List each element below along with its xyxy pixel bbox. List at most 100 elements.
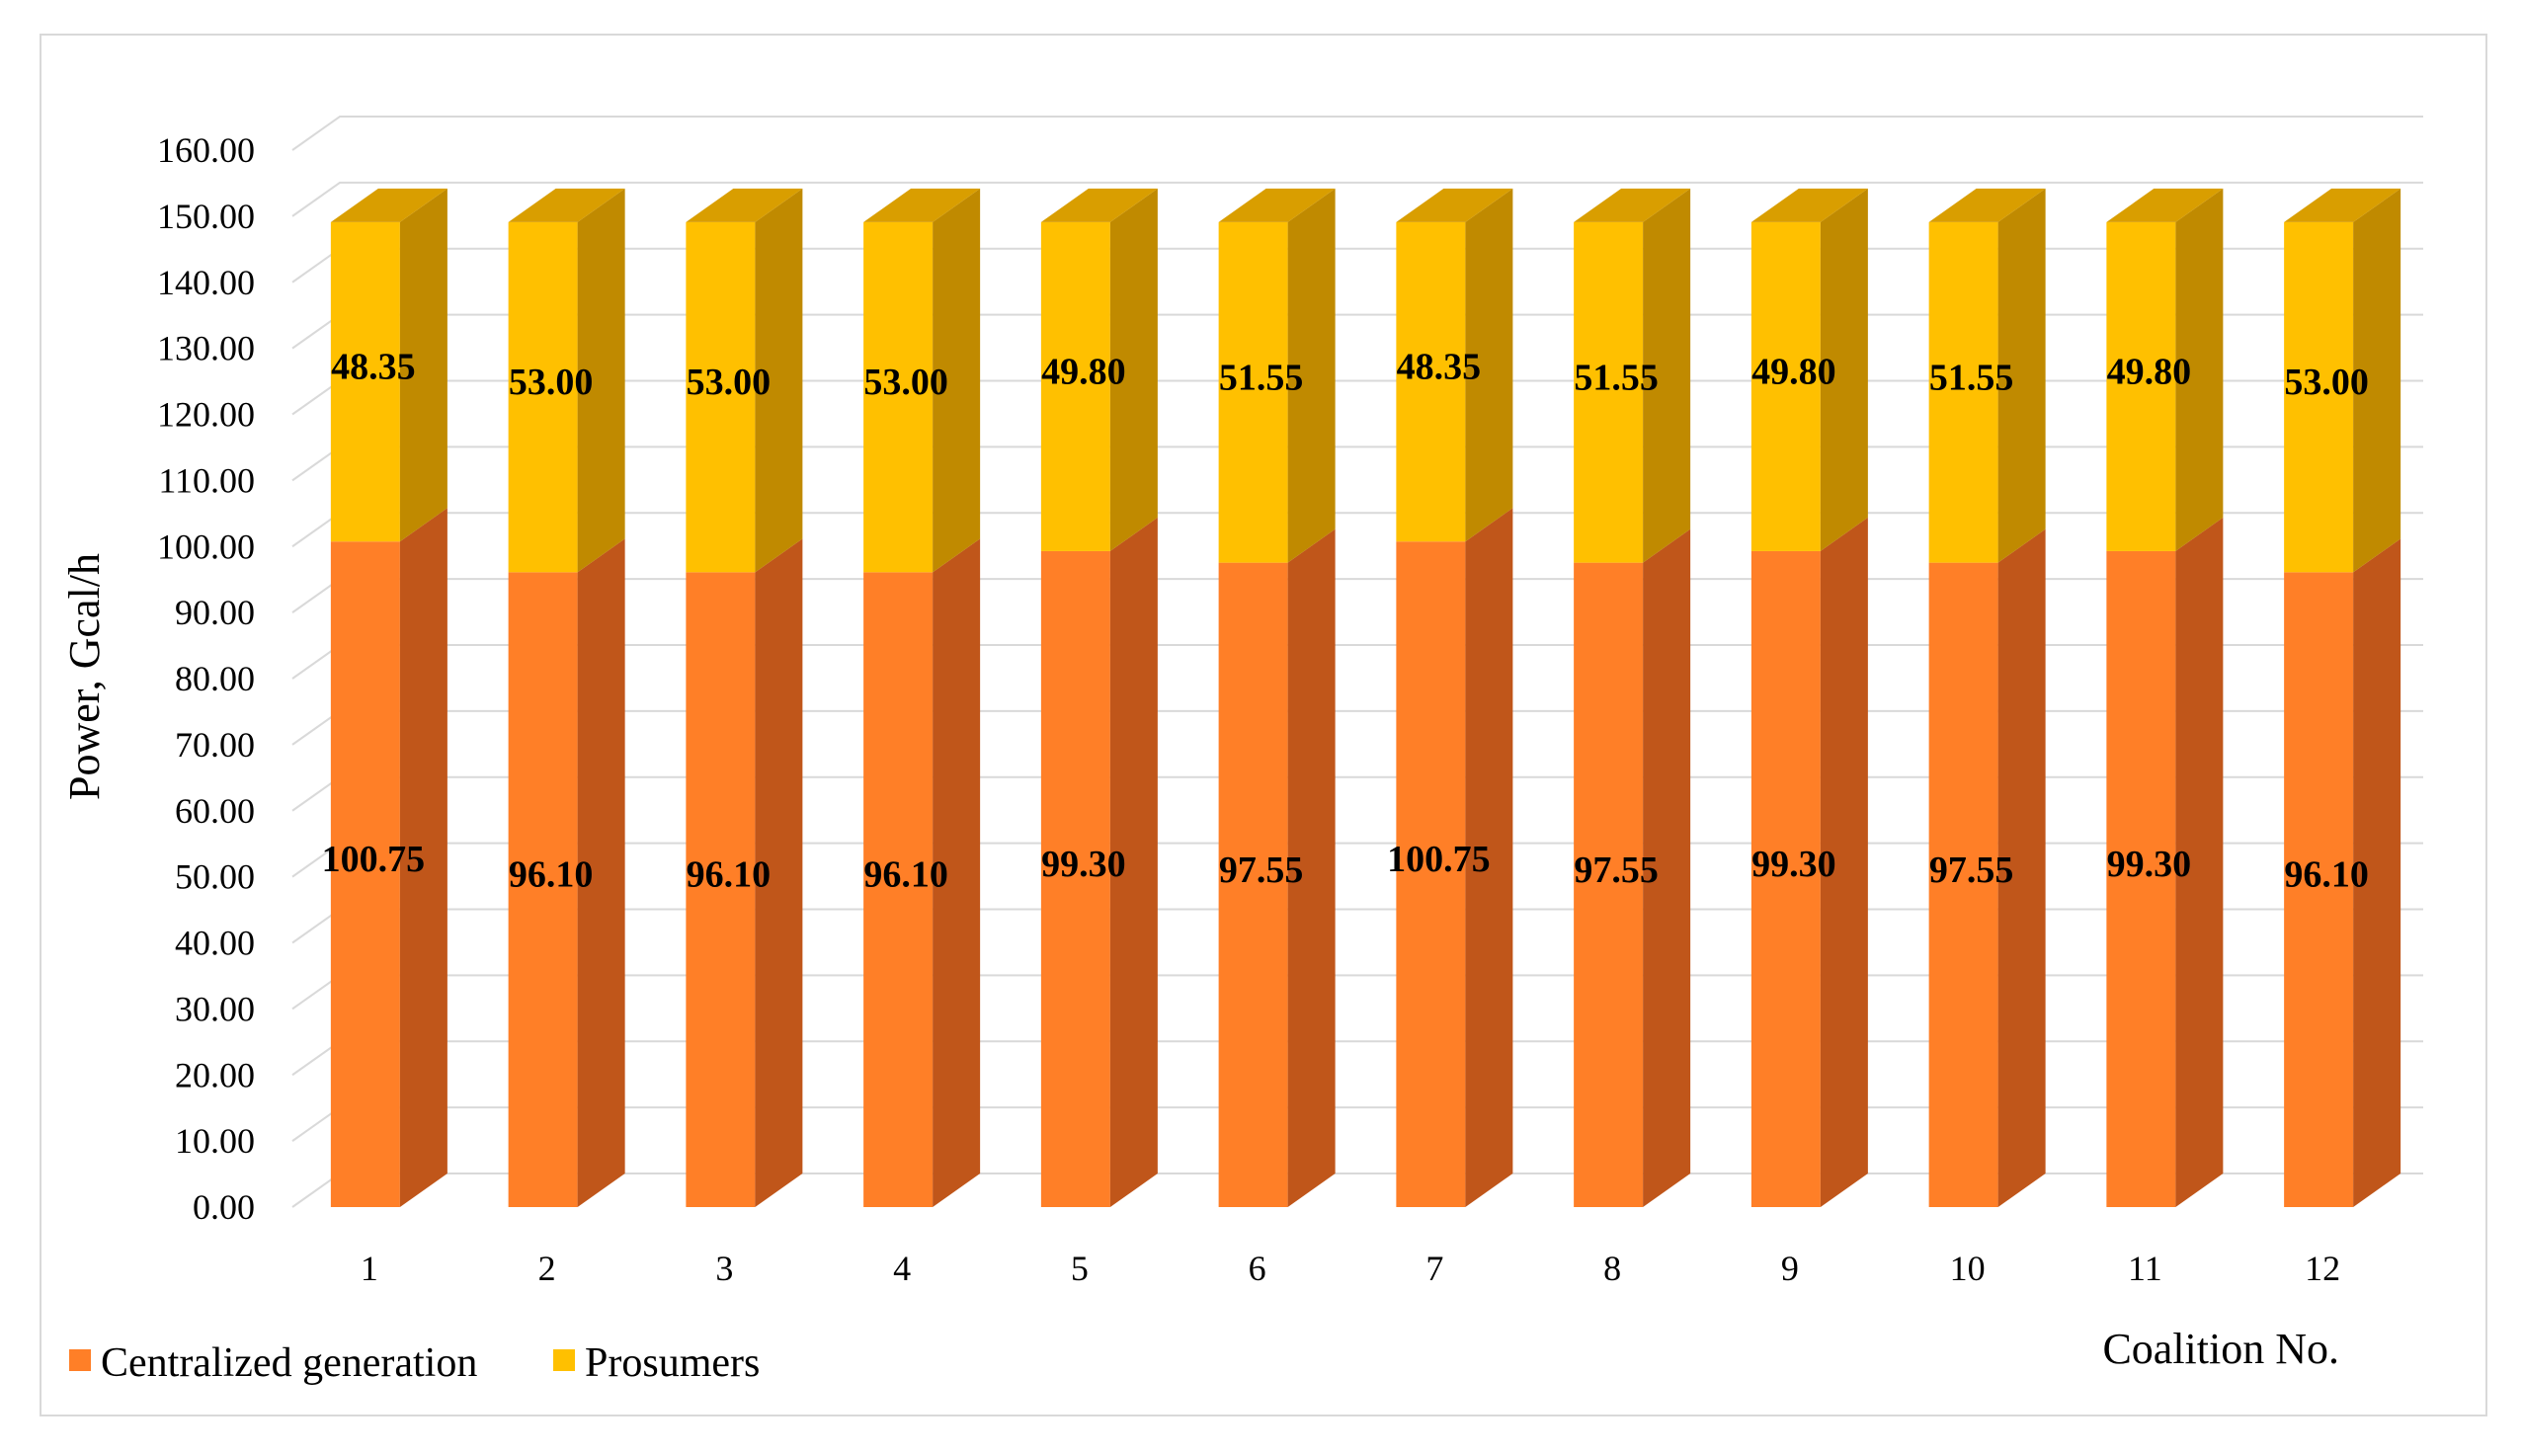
x-tick-label: 3 xyxy=(715,1249,733,1288)
data-label-centralized-generation: 96.10 xyxy=(2284,854,2369,896)
bar-prosumers-front xyxy=(1396,221,1466,542)
bar-prosumers-front xyxy=(1040,221,1110,551)
bar-centralized-generation-front xyxy=(686,572,756,1207)
gridline xyxy=(291,181,2423,217)
bar-centralized-generation-front xyxy=(1396,541,1466,1207)
bar-prosumers-top xyxy=(863,188,981,222)
data-label-prosumers: 51.55 xyxy=(1574,357,1659,398)
bar-group-5 xyxy=(1040,188,1158,1207)
bar-centralized-generation-side xyxy=(755,538,803,1207)
bar-centralized-generation-side xyxy=(1465,508,1513,1207)
bar-prosumers-side xyxy=(1997,188,2046,563)
y-tick-label: 0.00 xyxy=(193,1187,255,1227)
y-tick-label: 70.00 xyxy=(175,725,255,765)
data-label-prosumers: 49.80 xyxy=(1751,351,1836,392)
data-label-prosumers: 48.35 xyxy=(331,347,416,388)
bar-prosumers-side xyxy=(1820,188,1868,551)
bar-prosumers-side xyxy=(399,188,447,542)
y-tick-label: 140.00 xyxy=(157,263,255,302)
bar-centralized-generation-side xyxy=(1820,517,1868,1207)
bar-group-10 xyxy=(1928,188,2046,1207)
y-tick-label: 130.00 xyxy=(157,329,255,368)
x-tick-label: 5 xyxy=(1071,1249,1089,1288)
bar-prosumers-top xyxy=(2106,188,2224,222)
bar-prosumers-front xyxy=(2284,221,2354,573)
y-tick-label: 80.00 xyxy=(175,659,255,698)
legend: Centralized generation Prosumers xyxy=(69,1340,760,1386)
data-label-prosumers: 53.00 xyxy=(687,362,772,403)
data-label-centralized-generation: 97.55 xyxy=(1929,849,2014,891)
bar-layer xyxy=(330,188,2401,1207)
legend-swatch-centralized-generation xyxy=(69,1349,91,1371)
bar-prosumers-front xyxy=(1928,221,1998,563)
bar-prosumers-top xyxy=(1928,188,2046,222)
bar-group-12 xyxy=(2284,188,2401,1207)
x-tick-label: 9 xyxy=(1781,1249,1799,1288)
legend-label-centralized-generation: Centralized generation xyxy=(101,1340,477,1386)
bar-centralized-generation-front xyxy=(508,572,578,1207)
bar-centralized-generation-front xyxy=(1750,550,1821,1207)
y-tick-label: 100.00 xyxy=(157,526,255,566)
x-tick-label: 4 xyxy=(893,1249,911,1288)
bar-prosumers-top xyxy=(1396,188,1513,222)
data-label-prosumers: 49.80 xyxy=(1041,351,1126,392)
x-tick-labels: 1 2 3 4 5 6 7 8 9 10 11 12 xyxy=(361,1249,2340,1288)
bar-prosumers-top xyxy=(1750,188,1868,222)
data-label-centralized-generation: 99.30 xyxy=(1751,844,1836,885)
data-label-prosumers: 53.00 xyxy=(863,362,948,403)
data-label-centralized-generation: 97.55 xyxy=(1574,849,1659,891)
data-label-layer: 100.75 48.35 96.10 53.00 96.10 53.00 96.10 53.0… xyxy=(322,347,2369,896)
bar-prosumers-top xyxy=(1218,188,1336,222)
bar-centralized-generation-front xyxy=(2106,550,2176,1207)
bar-centralized-generation-front xyxy=(1928,562,1998,1207)
bar-prosumers-front xyxy=(330,221,400,542)
data-label-prosumers: 49.80 xyxy=(2107,351,2192,392)
x-tick-label: 1 xyxy=(361,1249,378,1288)
bar-prosumers-front xyxy=(1574,221,1644,563)
y-tick-label: 110.00 xyxy=(158,460,255,500)
y-tick-label: 40.00 xyxy=(175,924,255,963)
bar-prosumers-top xyxy=(1040,188,1158,222)
y-tick-label: 160.00 xyxy=(157,130,255,170)
data-label-centralized-generation: 96.10 xyxy=(687,854,772,896)
y-tick-label: 150.00 xyxy=(157,197,255,236)
bar-group-9 xyxy=(1750,188,1868,1207)
y-tick-labels: 0.00 10.00 20.00 30.00 40.00 50.00 60.00 70.00 8… xyxy=(157,130,255,1227)
data-label-prosumers: 53.00 xyxy=(2284,362,2369,403)
bar-prosumers-side xyxy=(933,188,981,573)
bar-group-3 xyxy=(686,188,803,1207)
y-tick-label: 50.00 xyxy=(175,857,255,897)
bar-group-7 xyxy=(1396,188,1513,1207)
bar-prosumers-side xyxy=(755,188,803,573)
bar-group-2 xyxy=(508,188,625,1207)
x-tick-label: 11 xyxy=(2128,1249,2162,1288)
bar-centralized-generation-front xyxy=(1040,550,1110,1207)
bar-prosumers-side xyxy=(2175,188,2224,551)
bar-centralized-generation-side xyxy=(933,538,981,1207)
bar-centralized-generation-side xyxy=(1287,528,1336,1207)
bar-centralized-generation-side xyxy=(577,538,625,1207)
data-label-centralized-generation: 97.55 xyxy=(1219,849,1304,891)
y-tick-label: 60.00 xyxy=(175,791,255,831)
x-axis-title: Coalition No. xyxy=(2102,1325,2339,1373)
bar-centralized-generation-side xyxy=(399,508,447,1207)
bar-group-11 xyxy=(2106,188,2224,1207)
data-label-prosumers: 51.55 xyxy=(1219,357,1304,398)
bar-prosumers-top xyxy=(1574,188,1691,222)
bar-prosumers-side xyxy=(1465,188,1513,542)
bar-centralized-generation-front xyxy=(2284,572,2354,1207)
bar-prosumers-top xyxy=(686,188,803,222)
y-tick-label: 30.00 xyxy=(175,989,255,1028)
x-tick-label: 6 xyxy=(1249,1249,1266,1288)
bar-prosumers-front xyxy=(508,221,578,573)
data-label-prosumers: 51.55 xyxy=(1929,357,2014,398)
bar-prosumers-front xyxy=(1218,221,1288,563)
x-tick-label: 12 xyxy=(2305,1249,2340,1288)
bar-prosumers-side xyxy=(1109,188,1158,551)
bar-prosumers-front xyxy=(2106,221,2176,551)
data-label-prosumers: 48.35 xyxy=(1397,347,1482,388)
bar-centralized-generation-front xyxy=(863,572,934,1207)
bar-prosumers-top xyxy=(508,188,625,222)
bar-centralized-generation-front xyxy=(330,541,400,1207)
